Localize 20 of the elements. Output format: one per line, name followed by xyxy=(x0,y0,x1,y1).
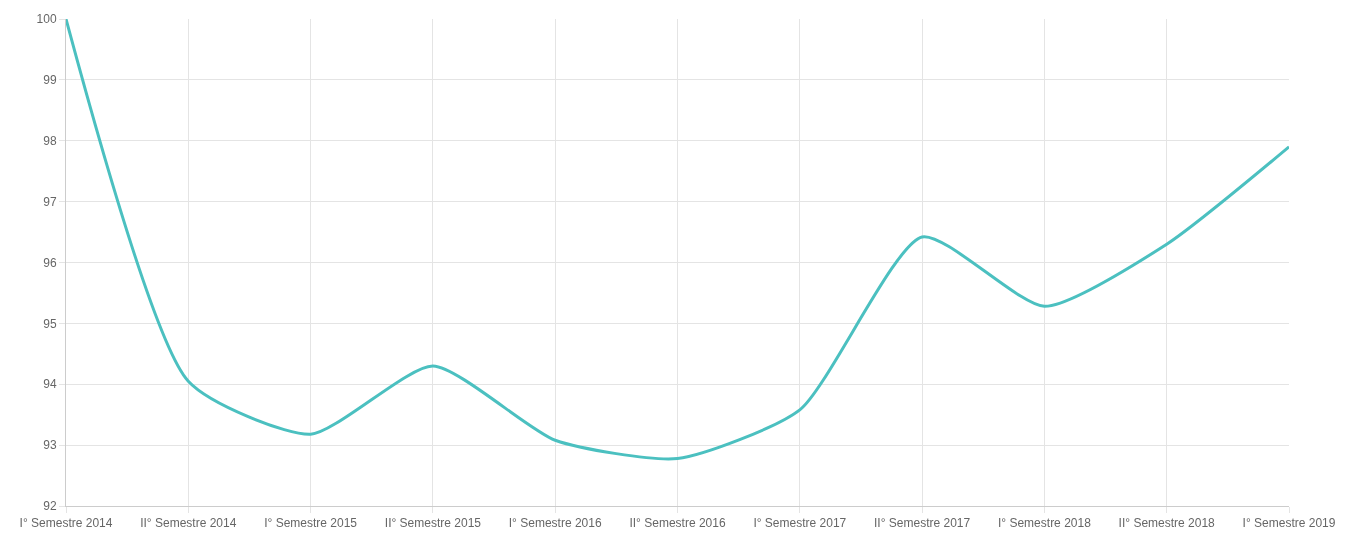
y-tick-label: 92 xyxy=(43,499,57,514)
x-tick-label: I° Semestre 2014 xyxy=(19,516,113,531)
x-tick-label: I° Semestre 2018 xyxy=(997,516,1092,531)
x-tick-label: II° Semestre 2017 xyxy=(874,516,971,531)
y-tick-label: 99 xyxy=(43,73,57,88)
x-tick-label: II° Semestre 2016 xyxy=(629,516,726,531)
y-tick-label: 98 xyxy=(43,133,57,148)
x-tick-label: II° Semestre 2014 xyxy=(140,516,237,531)
y-tick-label: 93 xyxy=(43,438,57,453)
x-tick-label: I° Semestre 2016 xyxy=(508,516,602,531)
x-tick-label: I° Semestre 2017 xyxy=(753,516,847,531)
y-tick-label: 97 xyxy=(43,194,57,209)
y-tick-label: 100 xyxy=(36,12,57,27)
x-tick-label: II° Semestre 2015 xyxy=(384,516,482,531)
x-tick-label: II° Semestre 2018 xyxy=(1118,516,1216,531)
x-tick-label: I° Semestre 2015 xyxy=(264,516,358,531)
y-tick-label: 96 xyxy=(43,255,57,270)
x-tick-label: I° Semestre 2019 xyxy=(1242,516,1336,531)
y-tick-label: 94 xyxy=(43,377,57,392)
y-tick-label: 95 xyxy=(43,316,57,331)
